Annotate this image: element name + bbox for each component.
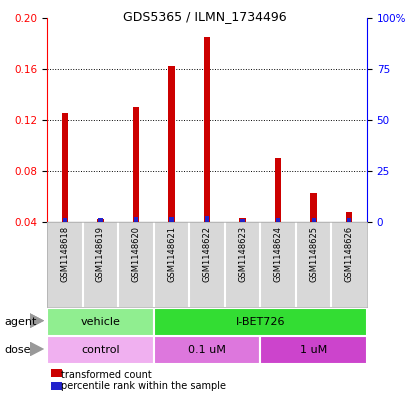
Text: GSM1148618: GSM1148618 (60, 226, 69, 283)
Text: GSM1148624: GSM1148624 (273, 226, 282, 282)
Bar (98, 218, 102, 222)
Bar (275, 218, 280, 222)
Bar (47, 336, 153, 364)
Text: control: control (81, 345, 119, 355)
Text: 1 uM: 1 uM (299, 345, 326, 355)
Text: GSM1148621: GSM1148621 (166, 226, 175, 282)
Text: GSM1148619: GSM1148619 (96, 226, 105, 282)
Text: agent: agent (4, 317, 36, 327)
Text: GSM1148625: GSM1148625 (308, 226, 317, 282)
Text: GDS5365 / ILMN_1734496: GDS5365 / ILMN_1734496 (123, 10, 286, 23)
Bar (203, 37, 210, 222)
Text: vehicle: vehicle (80, 317, 120, 327)
Bar (153, 336, 260, 364)
Text: percentile rank within the sample: percentile rank within the sample (61, 381, 226, 391)
Text: transformed count: transformed count (61, 369, 152, 380)
Polygon shape (30, 313, 44, 328)
Bar (153, 308, 366, 336)
Bar (346, 218, 351, 222)
Bar (240, 219, 244, 222)
Text: 0.1 uM: 0.1 uM (188, 345, 225, 355)
Text: GSM1148622: GSM1148622 (202, 226, 211, 282)
Bar (51, 369, 62, 377)
Bar (62, 114, 68, 222)
Text: GSM1148620: GSM1148620 (131, 226, 140, 282)
Bar (51, 382, 62, 390)
Bar (97, 219, 103, 222)
Text: I-BET726: I-BET726 (235, 317, 284, 327)
Bar (239, 218, 245, 222)
Text: dose: dose (4, 345, 31, 355)
Bar (169, 217, 173, 222)
Bar (204, 216, 209, 222)
Text: GSM1148623: GSM1148623 (238, 226, 247, 283)
Bar (260, 336, 366, 364)
Text: GSM1148626: GSM1148626 (344, 226, 353, 283)
Bar (133, 107, 139, 222)
Bar (168, 66, 174, 222)
Bar (311, 218, 315, 222)
Bar (345, 212, 351, 222)
Polygon shape (30, 342, 44, 356)
Polygon shape (30, 313, 44, 328)
Bar (63, 218, 67, 222)
Bar (310, 193, 316, 222)
Bar (274, 158, 281, 222)
Bar (47, 308, 153, 336)
Bar (133, 217, 138, 222)
